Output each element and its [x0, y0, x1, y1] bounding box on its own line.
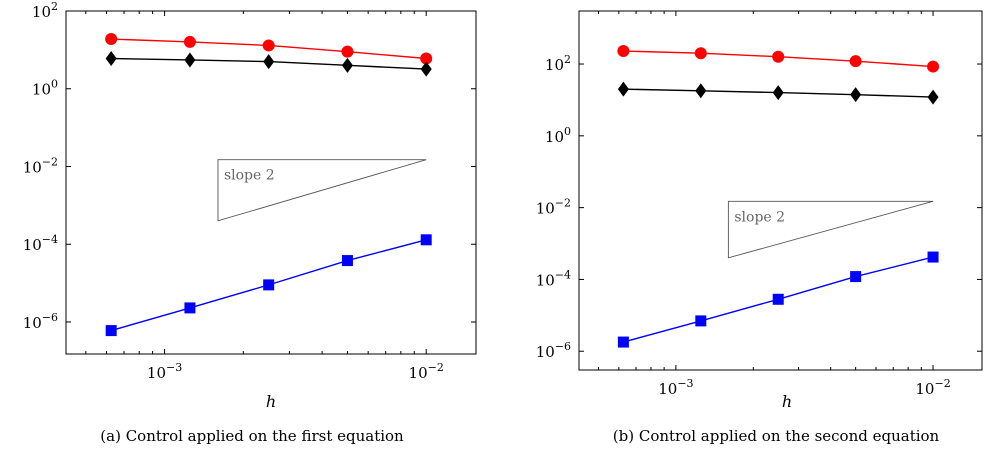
y-tick-label: 10−4 — [23, 233, 58, 254]
plot-frame — [578, 10, 983, 371]
x-tick-label-base: 10 — [147, 364, 166, 382]
y-tick-label-exponent: −4 — [42, 233, 58, 246]
data-point-circle — [849, 55, 862, 68]
data-point-circle — [262, 39, 275, 52]
x-tick-label-exponent: −2 — [428, 361, 444, 374]
figure-caption: (b) Control applied on the second equati… — [613, 427, 940, 445]
slope-label: slope 2 — [224, 168, 275, 184]
y-tick-label: 10−4 — [536, 268, 571, 289]
y-tick-label-exponent: 0 — [51, 78, 58, 91]
data-point-square — [617, 336, 629, 348]
y-tick-label-exponent: 2 — [564, 53, 571, 66]
y-tick-label: 102 — [545, 53, 571, 74]
y-tick-label: 100 — [545, 125, 571, 146]
y-tick-label-base: 10 — [536, 343, 555, 361]
y-tick-label-exponent: 0 — [564, 125, 571, 138]
x-tick-label-exponent: −3 — [166, 361, 182, 374]
figure-caption: (a) Control applied on the first equatio… — [100, 427, 404, 445]
x-axis-label: h — [782, 392, 792, 411]
data-point-diamond — [105, 50, 117, 66]
data-point-square — [341, 255, 353, 267]
slope-label: slope 2 — [734, 209, 785, 225]
data-point-square — [850, 271, 862, 283]
data-point-circle — [420, 52, 433, 65]
x-tick-label-base: 10 — [409, 364, 428, 382]
y-tick-label-exponent: −2 — [42, 155, 58, 168]
data-point-diamond — [341, 57, 353, 73]
x-tick-label: 10−2 — [409, 361, 444, 382]
data-point-circle — [617, 45, 630, 58]
y-tick-label-exponent: −2 — [555, 197, 571, 210]
y-tick-label-exponent: 2 — [51, 0, 58, 13]
slope-triangle — [217, 159, 427, 222]
data-point-square — [184, 302, 196, 314]
data-point-square — [772, 293, 784, 305]
y-tick-label: 102 — [32, 0, 58, 21]
y-tick-label-base: 10 — [536, 271, 555, 289]
data-point-circle — [105, 33, 118, 46]
data-point-circle — [772, 50, 785, 63]
y-tick-label: 10−2 — [23, 155, 58, 176]
plot-frame — [65, 10, 477, 355]
data-point-diamond — [772, 85, 784, 101]
y-tick-label-base: 10 — [545, 128, 564, 146]
y-tick-label: 10−6 — [536, 340, 571, 361]
y-tick-label-base: 10 — [536, 200, 555, 218]
y-tick-label-base: 10 — [32, 81, 51, 99]
y-tick-label-exponent: −6 — [555, 340, 571, 353]
data-point-diamond — [695, 83, 707, 99]
data-point-square — [420, 234, 432, 246]
x-tick-label: 10−3 — [658, 377, 693, 398]
y-tick-label-base: 10 — [23, 236, 42, 254]
data-point-diamond — [420, 61, 432, 77]
data-point-circle — [341, 45, 354, 58]
data-point-circle — [927, 60, 940, 73]
y-tick-label-exponent: −6 — [42, 311, 58, 324]
y-tick-label-base: 10 — [545, 56, 564, 74]
y-tick-label: 10−6 — [23, 311, 58, 332]
data-point-square — [927, 251, 939, 263]
y-tick-label-base: 10 — [23, 158, 42, 176]
y-tick-label: 100 — [32, 78, 58, 99]
data-point-circle — [694, 47, 707, 60]
x-tick-label: 10−2 — [915, 377, 950, 398]
y-tick-label-exponent: −4 — [555, 268, 571, 281]
data-point-square — [263, 279, 275, 291]
data-point-diamond — [927, 89, 939, 105]
data-point-diamond — [184, 52, 196, 68]
data-point-diamond — [850, 87, 862, 103]
y-tick-label-base: 10 — [23, 314, 42, 332]
x-tick-label-base: 10 — [915, 380, 934, 398]
y-tick-label: 10−2 — [536, 197, 571, 218]
data-point-diamond — [617, 81, 629, 97]
data-point-diamond — [263, 54, 275, 70]
data-point-square — [695, 315, 707, 327]
data-point-circle — [183, 35, 196, 48]
x-tick-label-exponent: −3 — [677, 377, 693, 390]
x-tick-label-exponent: −2 — [934, 377, 950, 390]
x-tick-label-base: 10 — [658, 380, 677, 398]
slope-triangle — [727, 200, 934, 259]
x-axis-label: h — [266, 392, 276, 411]
x-tick-label: 10−3 — [147, 361, 182, 382]
y-tick-label-base: 10 — [32, 3, 51, 21]
data-point-square — [105, 325, 117, 337]
